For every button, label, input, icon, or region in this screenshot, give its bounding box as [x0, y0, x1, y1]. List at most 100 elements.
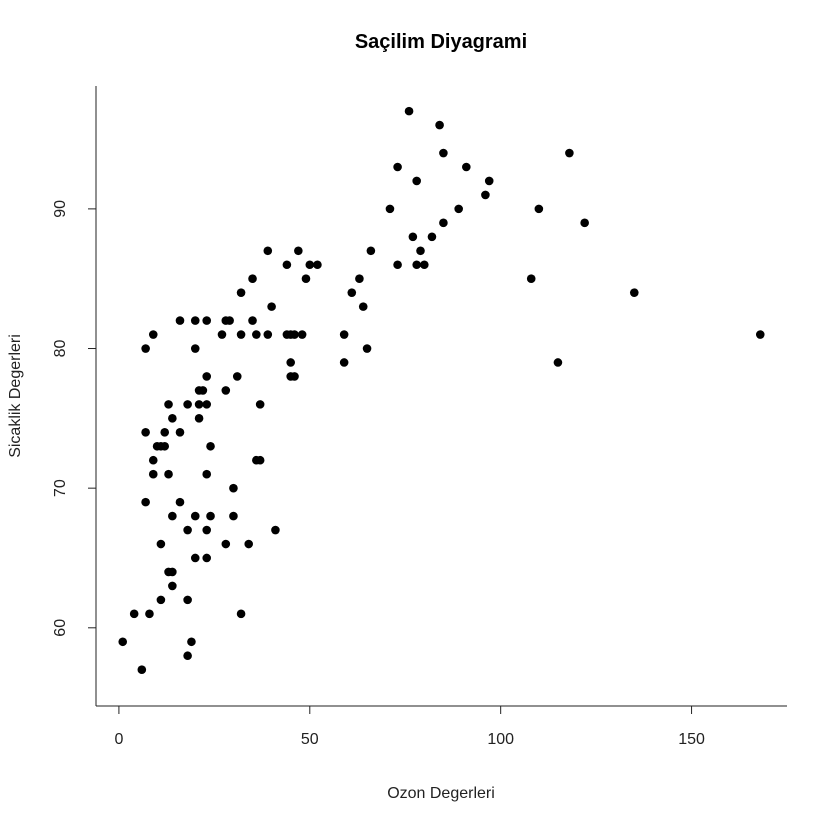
data-point: [404, 106, 414, 116]
data-point: [225, 316, 234, 325]
data-point: [221, 539, 231, 549]
data-point: [248, 316, 257, 325]
data-point: [412, 176, 421, 186]
data-point: [183, 525, 192, 535]
data-point: [416, 246, 425, 256]
data-point: [484, 176, 494, 186]
data-point: [297, 330, 307, 339]
data-point: [271, 525, 280, 535]
data-point: [526, 274, 536, 284]
data-point: [427, 232, 437, 242]
data-point: [229, 483, 238, 493]
data-point: [194, 400, 204, 409]
data-point: [267, 302, 276, 311]
data-point: [255, 455, 265, 465]
data-point: [202, 372, 212, 381]
data-point: [252, 330, 261, 339]
data-point: [347, 288, 357, 297]
chart-title: Saçilim Diyagrami: [355, 31, 527, 53]
data-point: [629, 288, 639, 297]
data-point: [248, 274, 257, 284]
data-point: [290, 372, 299, 381]
data-point: [439, 148, 448, 158]
data-point: [156, 539, 166, 549]
y-tick-label: 60: [52, 619, 69, 637]
y-tick-label: 80: [52, 340, 69, 358]
data-point: [190, 344, 200, 353]
data-point: [202, 400, 212, 409]
data-point: [358, 302, 368, 311]
data-point: [236, 330, 246, 339]
data-point: [355, 274, 364, 284]
data-point: [198, 386, 208, 395]
data-point: [148, 330, 158, 339]
data-point: [160, 428, 170, 437]
data-point: [148, 469, 158, 479]
data-point: [141, 344, 150, 353]
data-point: [141, 428, 150, 437]
axes: 0 50 100 150 60 70 80 90: [52, 86, 787, 748]
data-point: [164, 469, 173, 479]
data-point: [190, 553, 200, 563]
x-tick-label: 100: [487, 731, 514, 748]
data-point: [301, 274, 311, 284]
data-point: [435, 120, 444, 130]
data-point: [168, 414, 177, 423]
data-point: [183, 400, 192, 409]
data-point: [202, 469, 212, 479]
data-point: [156, 595, 166, 605]
data-point: [534, 204, 544, 214]
data-point: [194, 414, 204, 423]
data-point: [187, 637, 196, 647]
data-point: [232, 372, 242, 381]
x-axis-label: Ozon Degerleri: [387, 785, 495, 802]
data-point: [408, 232, 418, 242]
data-point: [481, 190, 490, 200]
data-point: [175, 428, 185, 437]
data-point: [755, 330, 765, 339]
data-points: [118, 106, 765, 674]
data-point: [362, 344, 372, 353]
data-point: [168, 511, 177, 521]
data-point: [190, 316, 200, 325]
y-tick-label: 90: [52, 200, 69, 218]
y-tick-label: 70: [52, 479, 69, 497]
data-point: [118, 637, 128, 647]
data-point: [145, 609, 154, 619]
data-point: [168, 581, 177, 591]
data-point: [141, 497, 150, 507]
data-point: [263, 246, 273, 256]
data-point: [255, 400, 265, 409]
data-point: [313, 260, 322, 270]
data-point: [420, 260, 429, 270]
y-axis-label: Sicaklik Degerleri: [7, 334, 24, 458]
data-point: [168, 567, 177, 577]
data-point: [202, 316, 212, 325]
data-point: [580, 218, 589, 228]
data-point: [305, 260, 315, 270]
data-point: [339, 358, 349, 367]
data-point: [206, 511, 215, 521]
data-point: [206, 441, 215, 451]
data-point: [412, 260, 421, 270]
data-point: [393, 260, 402, 270]
data-point: [129, 609, 139, 619]
data-point: [221, 386, 231, 395]
data-point: [236, 609, 246, 619]
data-point: [164, 400, 173, 409]
data-point: [366, 246, 376, 256]
x-tick-label: 50: [301, 731, 319, 748]
data-point: [282, 260, 292, 270]
data-point: [183, 651, 192, 661]
data-point: [294, 246, 303, 256]
data-point: [290, 330, 299, 339]
data-point: [190, 511, 200, 521]
data-point: [462, 162, 471, 172]
data-point: [148, 455, 158, 465]
data-point: [236, 288, 246, 297]
data-point: [565, 148, 574, 158]
x-tick-label: 0: [114, 731, 123, 748]
data-point: [202, 553, 212, 563]
